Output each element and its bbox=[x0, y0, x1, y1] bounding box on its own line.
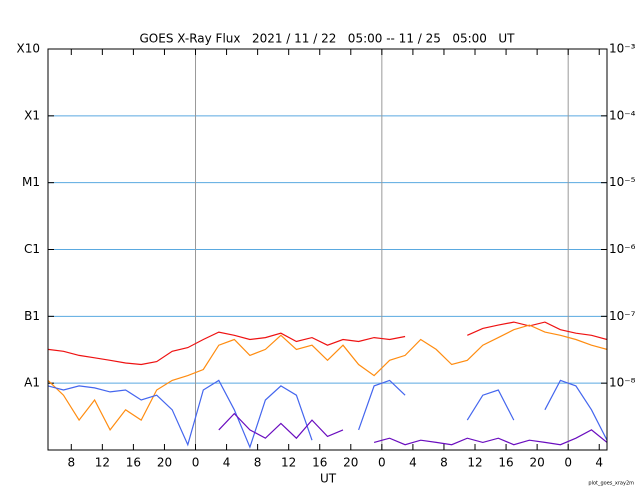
x-tick-label: 4 bbox=[223, 456, 231, 470]
flux-line bbox=[48, 379, 607, 449]
x-tick-label: 20 bbox=[157, 456, 172, 470]
plot-lines bbox=[48, 321, 607, 449]
x-tick-label: 16 bbox=[126, 456, 141, 470]
y2-tick-label: 10⁻⁴ bbox=[609, 108, 636, 122]
x-tick-label: 20 bbox=[529, 456, 544, 470]
y-tick-label: X10 bbox=[17, 42, 41, 56]
x-tick-label: 8 bbox=[440, 456, 448, 470]
x-tick-label: 20 bbox=[343, 456, 358, 470]
chart-title: GOES X-Ray Flux 2021 / 11 / 22 05:00 -- … bbox=[140, 32, 516, 46]
y2-tick-label: 10⁻⁶ bbox=[609, 242, 636, 256]
flux-line bbox=[48, 321, 607, 366]
y-tick-label: B1 bbox=[24, 309, 40, 323]
y2-tick-label: 10⁻⁸ bbox=[609, 376, 636, 390]
flux-line bbox=[218, 412, 607, 446]
y2-tick-label: 10⁻⁵ bbox=[609, 175, 636, 189]
x-tick-label: 12 bbox=[95, 456, 110, 470]
x-tick-label: 16 bbox=[312, 456, 327, 470]
x-tick-label: 0 bbox=[378, 456, 386, 470]
y2-tick-label: 10⁻³ bbox=[609, 42, 636, 56]
x-tick-label: 4 bbox=[595, 456, 603, 470]
footnote: plot_goes_xray2m bbox=[588, 481, 634, 487]
x-tick-label: 0 bbox=[192, 456, 200, 470]
x-tick-label: 8 bbox=[67, 456, 75, 470]
y-tick-label: C1 bbox=[24, 242, 40, 256]
x-tick-label: 16 bbox=[498, 456, 513, 470]
y-tick-label: A1 bbox=[24, 376, 40, 390]
flux-line bbox=[48, 324, 607, 432]
plot-frame bbox=[47, 48, 608, 451]
x-tick-label: 0 bbox=[564, 456, 572, 470]
y-tick-label: X1 bbox=[24, 108, 40, 122]
y2-tick-label: 10⁻⁷ bbox=[609, 309, 636, 323]
x-tick-label: 12 bbox=[467, 456, 482, 470]
x-tick-label: 8 bbox=[254, 456, 262, 470]
y-tick-label: M1 bbox=[22, 175, 40, 189]
x-tick-label: 4 bbox=[409, 456, 417, 470]
x-axis-label: UT bbox=[320, 472, 337, 486]
x-tick-label: 12 bbox=[281, 456, 296, 470]
